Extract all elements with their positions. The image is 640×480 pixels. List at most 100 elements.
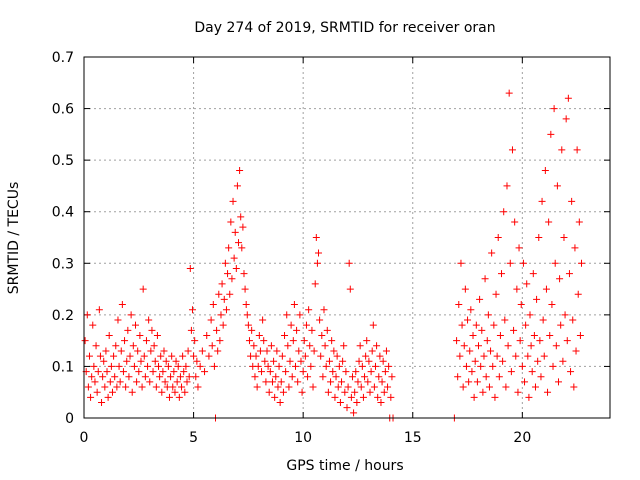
- data-point: [369, 321, 377, 329]
- data-point: [276, 399, 284, 407]
- data-point: [104, 393, 112, 401]
- data-point: [473, 378, 481, 386]
- data-point: [207, 316, 215, 324]
- data-point: [350, 409, 358, 417]
- data-point: [344, 383, 352, 391]
- data-point: [531, 383, 539, 391]
- data-point: [279, 388, 287, 396]
- data-point: [371, 362, 379, 370]
- data-point: [330, 347, 338, 355]
- data-point: [252, 352, 260, 360]
- data-point: [468, 368, 476, 376]
- data-point: [264, 362, 272, 370]
- data-point: [146, 378, 154, 386]
- data-point: [170, 368, 178, 376]
- data-point: [161, 378, 169, 386]
- data-point: [575, 218, 583, 226]
- data-point: [370, 383, 378, 391]
- data-point: [549, 362, 557, 370]
- data-point: [514, 388, 522, 396]
- data-point: [387, 393, 395, 401]
- data-point: [181, 388, 189, 396]
- data-point: [478, 326, 486, 334]
- data-point: [215, 290, 223, 298]
- data-point: [547, 130, 555, 138]
- data-point: [263, 347, 271, 355]
- data-point: [456, 352, 464, 360]
- x-tick-label: 5: [189, 430, 198, 446]
- data-point: [81, 337, 89, 345]
- data-point: [266, 368, 274, 376]
- data-point: [89, 321, 97, 329]
- data-point: [83, 311, 91, 319]
- data-point: [500, 208, 508, 216]
- data-point: [267, 342, 275, 350]
- data-point: [373, 342, 381, 350]
- data-point: [479, 388, 487, 396]
- y-axis-label: SRMTID / TECUs: [6, 182, 22, 295]
- data-point: [158, 388, 166, 396]
- data-point: [385, 362, 393, 370]
- data-point: [329, 368, 337, 376]
- data-point: [324, 388, 332, 396]
- data-point: [560, 234, 568, 241]
- data-point: [108, 388, 116, 396]
- data-point: [335, 362, 343, 370]
- data-point: [295, 347, 303, 355]
- data-point: [315, 249, 323, 257]
- data-point: [470, 393, 478, 401]
- data-point: [523, 280, 531, 288]
- data-point: [284, 342, 292, 350]
- x-axis-tick-labels: 0 5 10 15 20: [80, 430, 532, 446]
- data-point: [85, 352, 93, 360]
- data-point: [298, 388, 306, 396]
- data-point: [201, 368, 209, 376]
- data-point: [301, 352, 309, 360]
- data-point: [376, 352, 384, 360]
- data-point: [340, 342, 348, 350]
- data-point: [512, 352, 520, 360]
- data-point: [522, 321, 530, 329]
- data-point: [462, 362, 470, 370]
- data-point: [281, 331, 289, 339]
- data-point: [271, 393, 279, 401]
- data-point: [93, 388, 101, 396]
- data-point: [220, 295, 228, 303]
- data-point: [461, 285, 469, 293]
- data-point: [357, 383, 365, 391]
- data-point: [248, 326, 256, 334]
- data-point: [115, 362, 123, 370]
- data-point: [87, 393, 95, 401]
- data-point: [535, 234, 543, 241]
- data-point: [358, 362, 366, 370]
- data-point: [557, 321, 565, 329]
- data-point: [130, 362, 138, 370]
- data-point: [217, 311, 225, 319]
- data-point: [299, 368, 307, 376]
- data-point: [274, 383, 282, 391]
- data-point: [178, 383, 186, 391]
- data-point: [342, 368, 350, 376]
- data-point: [458, 321, 466, 329]
- data-point: [225, 244, 233, 252]
- data-point: [272, 373, 280, 381]
- data-point: [347, 393, 355, 401]
- data-point: [136, 331, 144, 339]
- data-point: [380, 388, 388, 396]
- data-point: [126, 352, 134, 360]
- data-point: [317, 352, 325, 360]
- data-point: [288, 373, 296, 381]
- y-tick-label: 0.7: [52, 50, 74, 66]
- data-point: [96, 352, 104, 360]
- data-point: [149, 368, 157, 376]
- data-point: [229, 197, 237, 205]
- data-point: [366, 388, 374, 396]
- data-point: [460, 342, 468, 350]
- data-point: [191, 337, 199, 345]
- data-point: [377, 399, 385, 407]
- y-tick-label: 0: [65, 411, 74, 427]
- data-point: [101, 383, 109, 391]
- data-point: [256, 347, 264, 355]
- data-point: [167, 373, 175, 381]
- data-point: [116, 378, 124, 386]
